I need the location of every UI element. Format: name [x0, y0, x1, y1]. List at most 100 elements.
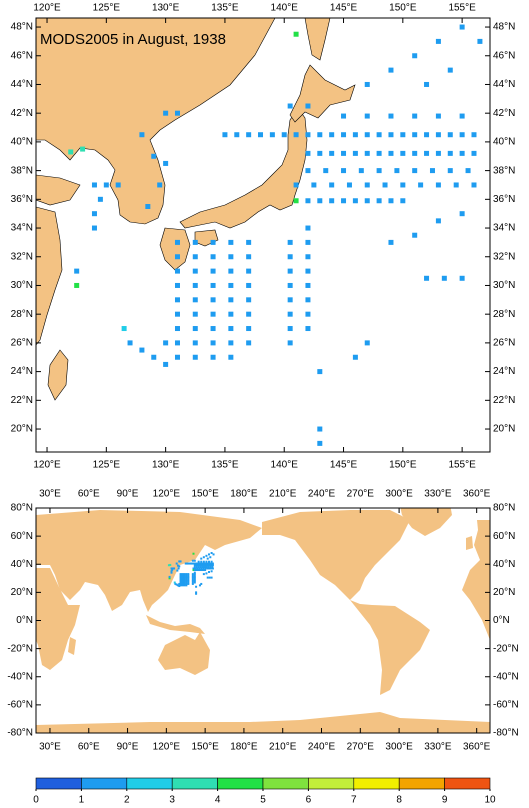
observation-cell — [435, 38, 441, 44]
lat-label: 60°N — [493, 531, 515, 542]
observation-cell — [203, 566, 206, 569]
observation-cell — [287, 254, 293, 260]
observation-cell — [341, 150, 347, 156]
observation-cell — [157, 182, 163, 188]
observation-cell — [206, 557, 209, 560]
observation-cell — [176, 569, 179, 572]
observation-cell — [163, 340, 169, 346]
observation-cell — [181, 577, 184, 580]
observation-cell — [208, 576, 211, 579]
observation-cell — [74, 268, 80, 274]
observation-cell — [210, 340, 216, 346]
observation-cell — [287, 340, 293, 346]
observation-cell — [205, 560, 208, 563]
observation-cell — [91, 211, 97, 217]
observation-cell — [195, 592, 198, 595]
observation-cell — [176, 564, 179, 567]
observation-cell — [287, 311, 293, 317]
lon-label: 240°E — [308, 742, 336, 753]
observation-cell — [187, 574, 190, 577]
lat-label: -80°N — [493, 728, 519, 739]
observation-cell — [151, 354, 157, 360]
colorbar-label: 3 — [169, 795, 175, 806]
lon-label: 30°E — [39, 489, 61, 500]
observation-cell — [192, 567, 195, 570]
observation-cell — [197, 562, 200, 565]
lon-label: 155°E — [448, 460, 476, 471]
observation-cell — [364, 198, 370, 204]
lat-label: 34°N — [11, 223, 33, 234]
observation-cell — [364, 132, 370, 138]
observation-cell — [376, 198, 382, 204]
observation-cell — [181, 573, 184, 576]
observation-cell — [228, 340, 234, 346]
observation-cell — [193, 574, 196, 577]
observation-cell — [168, 577, 171, 580]
observation-cell — [188, 562, 191, 565]
observation-cell — [210, 354, 216, 360]
observation-cell — [424, 150, 430, 156]
lon-label: 360°E — [463, 489, 491, 500]
observation-cell — [205, 562, 208, 565]
observation-cell — [210, 576, 213, 579]
observation-cell — [178, 585, 181, 588]
observation-cell — [246, 268, 252, 274]
observation-cell — [246, 311, 252, 317]
observation-cell — [341, 132, 347, 138]
observation-cell — [459, 211, 465, 217]
observation-cell — [187, 580, 190, 583]
lat-label: 44°N — [11, 79, 33, 90]
observation-cell — [193, 564, 196, 567]
lat-label: 80°N — [11, 503, 33, 514]
observation-cell — [352, 354, 358, 360]
observation-cell — [174, 254, 180, 260]
observation-cell — [281, 132, 287, 138]
lon-label: 330°E — [424, 489, 452, 500]
observation-cell — [400, 182, 406, 188]
observation-cell — [176, 584, 179, 587]
observation-cell — [193, 580, 196, 583]
lat-label: -80°N — [7, 728, 33, 739]
observation-cell — [200, 560, 203, 563]
observation-cell — [376, 168, 382, 174]
observation-cell — [185, 573, 188, 576]
observation-cell — [202, 564, 205, 567]
observation-cell — [185, 577, 188, 580]
observation-cell — [201, 564, 204, 567]
lat-label: -20°N — [493, 643, 519, 654]
observation-cell — [183, 575, 186, 578]
lat-label: 46°N — [493, 50, 515, 61]
observation-cell — [193, 575, 196, 578]
lon-label: 210°E — [269, 489, 297, 500]
observation-cell — [459, 24, 465, 30]
lat-label: 36°N — [493, 194, 515, 205]
colorbar-segment — [308, 777, 355, 790]
observation-cell — [174, 340, 180, 346]
observation-cell — [317, 369, 323, 375]
observation-cell — [174, 282, 180, 288]
observation-cell — [418, 182, 424, 188]
observation-cell — [246, 326, 252, 332]
observation-cell — [192, 340, 198, 346]
observation-cell — [208, 564, 211, 567]
lat-label: 44°N — [493, 79, 515, 90]
lat-label: 30°N — [493, 280, 515, 291]
observation-cell — [341, 198, 347, 204]
observation-cell — [206, 567, 209, 570]
observation-cell — [210, 552, 213, 554]
observation-cell — [210, 268, 216, 274]
observation-cell — [185, 584, 188, 587]
observation-cell — [185, 578, 188, 581]
lat-label: 20°N — [493, 424, 515, 435]
observation-cell — [198, 569, 201, 572]
observation-cell — [192, 239, 198, 245]
observation-cell — [287, 282, 293, 288]
observation-cell — [174, 582, 177, 585]
observation-cell — [189, 562, 192, 565]
regional-observations — [68, 24, 483, 446]
observation-cell — [329, 198, 335, 204]
observation-cell — [364, 81, 370, 87]
observation-cell — [293, 132, 299, 138]
